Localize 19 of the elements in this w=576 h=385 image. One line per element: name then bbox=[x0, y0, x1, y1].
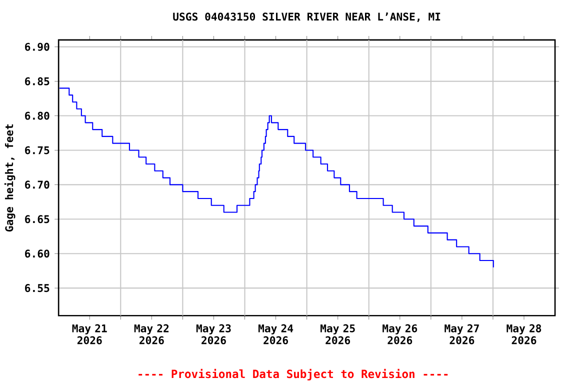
x-tick-label: May 21 2026 bbox=[72, 324, 107, 344]
y-tick-label: 6.90 bbox=[25, 42, 50, 52]
y-tick-label: 6.60 bbox=[25, 250, 50, 258]
chart-title: USGS 04043150 SILVER RIVER NEAR L’ANSE, MI bbox=[173, 12, 440, 22]
x-tick-label: May 23 2026 bbox=[196, 324, 231, 344]
y-axis-title: Gage height, feet bbox=[4, 124, 16, 232]
text: ---- Provisional Data Subject to Revision ---- bbox=[138, 368, 448, 380]
x-tick-label: May 26 2026 bbox=[382, 324, 418, 344]
x-tick-label: May 28 2026 bbox=[506, 324, 542, 344]
y-tick-label: 6.70 bbox=[25, 180, 50, 189]
y-tick-label: 6.85 bbox=[25, 77, 50, 86]
x-tick-label: May 22 2026 bbox=[134, 324, 169, 344]
y-tick-label: 6.65 bbox=[25, 215, 50, 224]
y-tick-label: 6.75 bbox=[25, 146, 50, 154]
x-tick-label: May 25 2026 bbox=[320, 324, 355, 344]
y-tick-label: 6.55 bbox=[25, 284, 50, 292]
x-tick-label: May 24 2026 bbox=[258, 324, 294, 344]
y-tick-label: 6.80 bbox=[25, 112, 50, 120]
x-tick-label: May 27 2026 bbox=[444, 324, 479, 344]
